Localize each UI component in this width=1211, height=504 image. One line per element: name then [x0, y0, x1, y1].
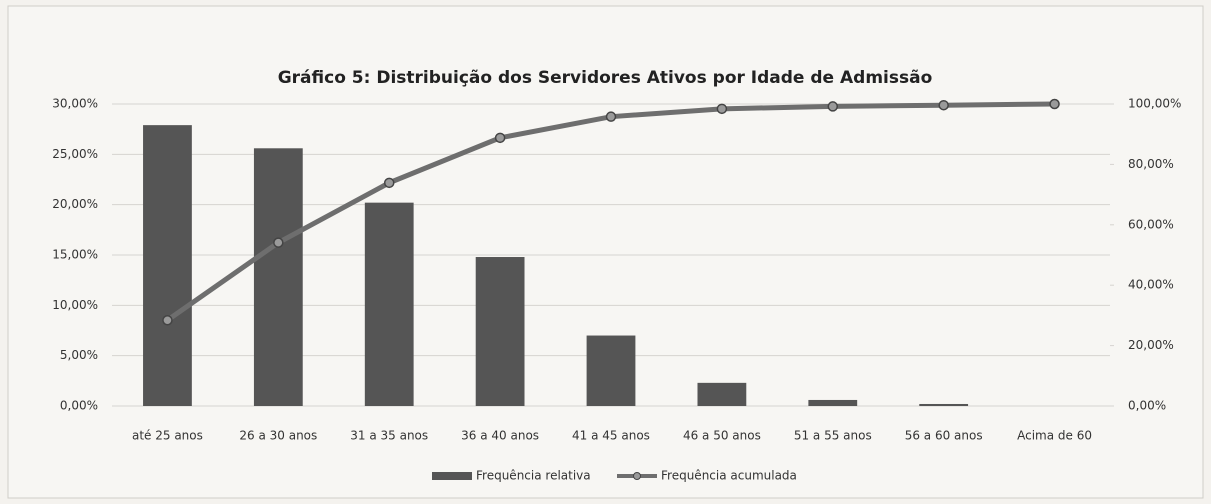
y2-tick-label: 60,00% — [1128, 217, 1174, 231]
y-tick-label: 0,00% — [60, 399, 98, 413]
x-tick-label: 56 a 60 anos — [905, 429, 983, 443]
line-marker — [383, 177, 395, 189]
chart-frame — [7, 5, 1204, 499]
y2-tick-label: 80,00% — [1128, 157, 1174, 171]
x-tick-label: 26 a 30 anos — [239, 429, 317, 443]
x-tick-label: Acima de 60 — [1017, 429, 1092, 443]
bar — [808, 399, 858, 406]
legend-swatch — [432, 472, 472, 480]
bar — [475, 257, 525, 406]
y2-tick-label: 100,00% — [1128, 97, 1181, 111]
y2-tick-label: 0,00% — [1128, 399, 1166, 413]
chart-title: Gráfico 5: Distribuição dos Servidores A… — [278, 68, 933, 88]
y2-tick-label: 20,00% — [1128, 338, 1174, 352]
line-marker — [605, 111, 617, 122]
y-tick-label: 20,00% — [52, 197, 98, 211]
x-tick-label: 46 a 50 anos — [683, 429, 761, 443]
y-tick-label: 25,00% — [52, 147, 98, 161]
line-marker — [494, 132, 506, 144]
x-tick-label: até 25 anos — [132, 429, 203, 443]
x-tick-label: 41 a 45 anos — [572, 429, 650, 443]
line-marker — [716, 103, 728, 115]
y-tick-label: 10,00% — [52, 298, 98, 312]
line-marker — [827, 101, 839, 112]
line-marker — [938, 99, 949, 111]
y-tick-label: 30,00% — [52, 97, 98, 111]
legend-label: Frequência acumulada — [661, 469, 797, 483]
x-tick-label: 36 a 40 anos — [461, 429, 539, 443]
line-marker — [273, 237, 284, 248]
legend-label: Frequência relativa — [476, 469, 591, 483]
bar — [364, 202, 414, 406]
y-tick-label: 15,00% — [52, 248, 98, 262]
y2-tick-label: 40,00% — [1128, 278, 1174, 292]
bar — [919, 403, 969, 406]
legend-marker — [633, 472, 641, 480]
bar — [143, 125, 192, 406]
y-tick-label: 5,00% — [60, 348, 98, 362]
bar — [697, 382, 747, 406]
x-tick-label: 51 a 55 anos — [794, 429, 872, 443]
line-marker — [162, 314, 173, 326]
bar — [253, 148, 303, 406]
bar — [586, 335, 636, 406]
x-tick-label: 31 a 35 anos — [350, 429, 428, 443]
line-marker — [1049, 98, 1060, 110]
